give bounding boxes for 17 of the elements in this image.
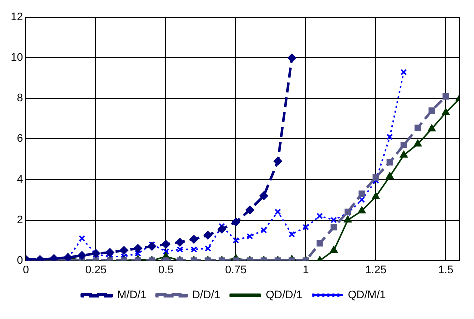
- y-tick-label: 12: [10, 12, 24, 24]
- x-tick-label: 1: [303, 264, 310, 276]
- legend-label: QD/M/1: [348, 290, 386, 302]
- x-tick-label: 0.75: [225, 264, 247, 276]
- legend-label: D/D/1: [192, 290, 220, 302]
- x-tick-label: 0.25: [85, 264, 107, 276]
- y-tick-label: 2: [17, 214, 24, 226]
- x-tick-label: 1.25: [365, 264, 387, 276]
- y-tick-label: 10: [10, 52, 24, 64]
- y-tick-label: 4: [17, 174, 24, 186]
- legend-label: M/D/1: [117, 290, 147, 302]
- y-tick-label: 0: [17, 254, 24, 267]
- x-tick-label: 0.5: [158, 264, 174, 276]
- y-tick-label: 8: [17, 92, 24, 105]
- y-tick-label: 6: [17, 133, 24, 146]
- x-tick-label: 1.5: [438, 264, 454, 276]
- legend-label: QD/D/1: [266, 290, 303, 302]
